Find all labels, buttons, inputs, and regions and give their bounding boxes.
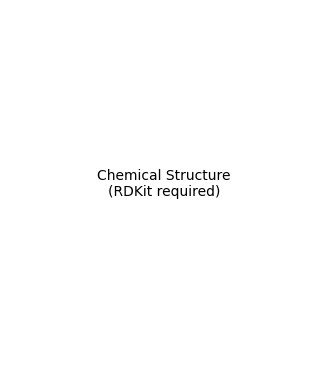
Text: Chemical Structure
(RDKit required): Chemical Structure (RDKit required) <box>97 169 231 199</box>
